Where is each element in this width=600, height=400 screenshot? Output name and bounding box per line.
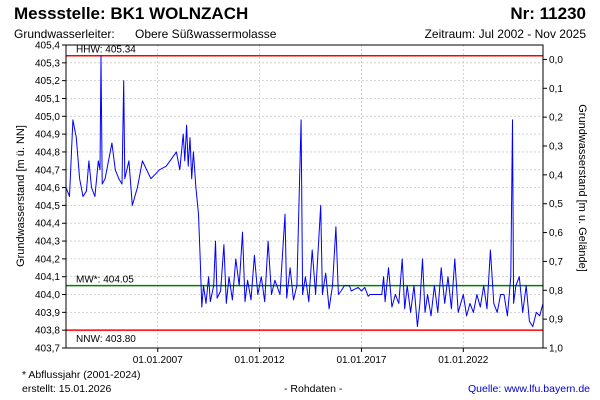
source-label: Quelle:: [468, 383, 502, 395]
period-label: Zeitraum: Jul 2002 - Nov 2025: [424, 27, 586, 41]
tick-label-right: 0,4: [549, 170, 563, 181]
source-link[interactable]: www.lfu.bayern.de: [504, 383, 590, 395]
reference-lines: HHW: 405.34 MW*: 404.05 NNW: 403.80: [66, 45, 543, 345]
series-line: [65, 55, 544, 328]
grid: [66, 44, 543, 349]
reference-label: MW*: 404.05: [76, 275, 134, 286]
tick-label-left: 403,8: [35, 326, 60, 337]
tick-label-right: 0,8: [549, 286, 563, 297]
tick-label-left: 405,4: [35, 41, 60, 52]
tick-label-right: 1,0: [549, 344, 563, 355]
tick-label-left: 405,1: [35, 94, 60, 105]
tick-label-left: 404,7: [35, 165, 60, 176]
tick-label-left: 404,2: [35, 254, 60, 265]
footnote: * Abflussjahr (2001-2024): [22, 369, 141, 381]
tick-label-left: 404,9: [35, 130, 60, 141]
tick-label-left: 404,0: [35, 290, 60, 301]
tick-label-x: 01.01.2017: [336, 355, 386, 366]
station-number: Nr: 11230: [510, 4, 586, 23]
tick-label-left: 404,1: [35, 272, 60, 283]
tick-label-left: 405,0: [35, 112, 60, 123]
tick-label-right: 0,0: [549, 55, 563, 66]
tick-label-left: 403,9: [35, 308, 60, 319]
station-title: Messstelle: BK1 WOLNZACH: [14, 4, 249, 23]
axes: 405,4 405,3 405,2 405,1 405,0 404,9 404,8 404,7…: [35, 41, 563, 367]
tick-label-left: 404,6: [35, 183, 60, 194]
tick-label-right: 0,2: [549, 113, 563, 124]
tick-label-right: 0,6: [549, 228, 563, 239]
plot-frame: [65, 44, 544, 349]
tick-label-left: 405,2: [35, 76, 60, 87]
tick-label-left: 404,3: [35, 237, 60, 248]
tick-label-right: 0,5: [549, 199, 563, 210]
tick-label-left: 403,7: [35, 344, 60, 355]
tick-label-x: 01.01.2012: [235, 355, 285, 366]
tick-label-right: 0,3: [549, 142, 563, 153]
tick-label-left: 404,4: [35, 219, 60, 230]
reference-label: HHW: 405.34: [76, 45, 136, 56]
tick-label-left: 404,5: [35, 201, 60, 212]
reference-label: NNW: 403.80: [76, 334, 136, 345]
y-axis-label-left: Grundwasserstand [m ü. NN]: [15, 125, 27, 267]
tick-label-right: 0,7: [549, 257, 563, 268]
tick-label-x: 01.01.2007: [133, 355, 183, 366]
source[interactable]: Quelle: www.lfu.bayern.de: [468, 383, 590, 395]
raw-data-note: - Rohdaten -: [284, 383, 343, 395]
series-layer: [65, 55, 544, 328]
y-axis-label-right: Grundwasserstand [m u. Gelände]: [576, 104, 588, 272]
tick-label-right: 0,1: [549, 84, 563, 95]
created-date: erstellt: 15.01.2026: [22, 383, 112, 395]
aquifer-label: Grundwasserleiter:: [14, 27, 115, 41]
tick-label-right: 0,9: [549, 315, 563, 326]
tick-label-left: 405,3: [35, 58, 60, 69]
tick-label-x: 01.01.2022: [438, 355, 488, 366]
aquifer-value: Obere Süßwassermolasse: [135, 27, 277, 41]
tick-label-left: 404,8: [35, 147, 60, 158]
